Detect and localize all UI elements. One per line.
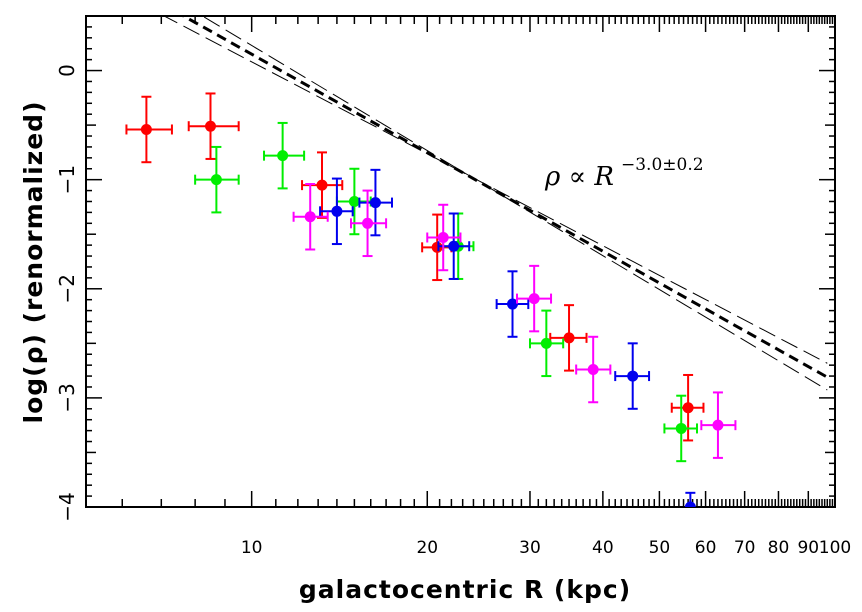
x-tick-label: 80 bbox=[768, 538, 790, 558]
marker bbox=[277, 150, 289, 162]
marker bbox=[712, 419, 724, 431]
marker bbox=[587, 364, 599, 376]
x-tick-label: 30 bbox=[519, 538, 541, 558]
data-point-magenta bbox=[426, 203, 462, 272]
data-point-blue bbox=[614, 342, 651, 410]
data-point-green bbox=[663, 394, 698, 463]
data-point-blue bbox=[684, 491, 696, 507]
annotation-exponent: −3.0±0.2 bbox=[621, 155, 704, 175]
x-tick-label: 60 bbox=[695, 538, 717, 558]
x-tick-label: 40 bbox=[592, 538, 614, 558]
marker bbox=[369, 197, 381, 209]
data-points bbox=[125, 92, 737, 507]
data-point-red bbox=[421, 213, 453, 282]
data-point-red bbox=[301, 151, 344, 219]
data-point-green bbox=[263, 121, 306, 190]
annotation-main: ρ ∝ R bbox=[544, 162, 614, 192]
marker bbox=[627, 370, 639, 382]
x-axis-title: galactocentric R (kpc) bbox=[299, 575, 631, 604]
y-tick-label: 0 bbox=[55, 64, 79, 77]
marker bbox=[362, 217, 374, 229]
data-point-red bbox=[670, 373, 705, 442]
x-tick-label: 10 bbox=[241, 538, 263, 558]
fit-lines bbox=[163, 16, 829, 391]
data-point-green bbox=[528, 309, 565, 378]
x-tick-label: 100 bbox=[819, 538, 851, 558]
data-point-magenta bbox=[575, 335, 612, 404]
plot-area: 10 20 30 40 50 60 70 80 90 100 0 −1 −2 −3 −4 bbox=[55, 15, 851, 558]
x-tick-label: 50 bbox=[649, 538, 671, 558]
annotation-power-law: ρ ∝ R −3.0±0.2 bbox=[544, 155, 704, 192]
marker bbox=[563, 332, 575, 344]
data-point-red bbox=[125, 95, 173, 164]
plot-frame bbox=[85, 15, 836, 508]
data-point-blue bbox=[358, 168, 393, 237]
data-point-green bbox=[194, 145, 240, 214]
marker bbox=[431, 241, 443, 253]
marker bbox=[204, 120, 216, 132]
fit-bound-line bbox=[163, 16, 828, 364]
y-axis-title: log(ρ) (renormalized) bbox=[19, 101, 48, 424]
y-tick-label: −3 bbox=[55, 383, 79, 412]
marker bbox=[528, 293, 540, 305]
y-tick-label: −2 bbox=[55, 274, 79, 303]
marker bbox=[140, 123, 152, 135]
marker bbox=[348, 195, 360, 207]
data-point-blue bbox=[319, 177, 354, 246]
data-point-red bbox=[549, 304, 588, 372]
data-point-blue bbox=[495, 270, 530, 338]
marker bbox=[682, 402, 694, 414]
x-tick-label: 70 bbox=[734, 538, 756, 558]
marker bbox=[210, 174, 222, 186]
marker bbox=[316, 179, 328, 191]
data-point-blue bbox=[437, 212, 471, 280]
data-point-magenta bbox=[349, 189, 388, 258]
marker bbox=[448, 240, 460, 252]
data-point-red bbox=[187, 92, 240, 160]
x-tick-label: 20 bbox=[416, 538, 438, 558]
x-tick-label: 90 bbox=[797, 538, 819, 558]
marker bbox=[304, 211, 316, 223]
data-point-magenta bbox=[292, 183, 329, 251]
marker bbox=[507, 298, 519, 310]
data-point-magenta bbox=[515, 264, 553, 333]
data-point-magenta bbox=[700, 391, 737, 459]
marker bbox=[675, 422, 687, 434]
fit-bound-line bbox=[201, 16, 828, 391]
marker bbox=[331, 205, 343, 217]
y-tick-label: −4 bbox=[55, 492, 79, 521]
marker bbox=[540, 337, 552, 349]
y-tick-label: −1 bbox=[55, 165, 79, 194]
marker bbox=[437, 231, 449, 243]
marker bbox=[684, 501, 696, 507]
